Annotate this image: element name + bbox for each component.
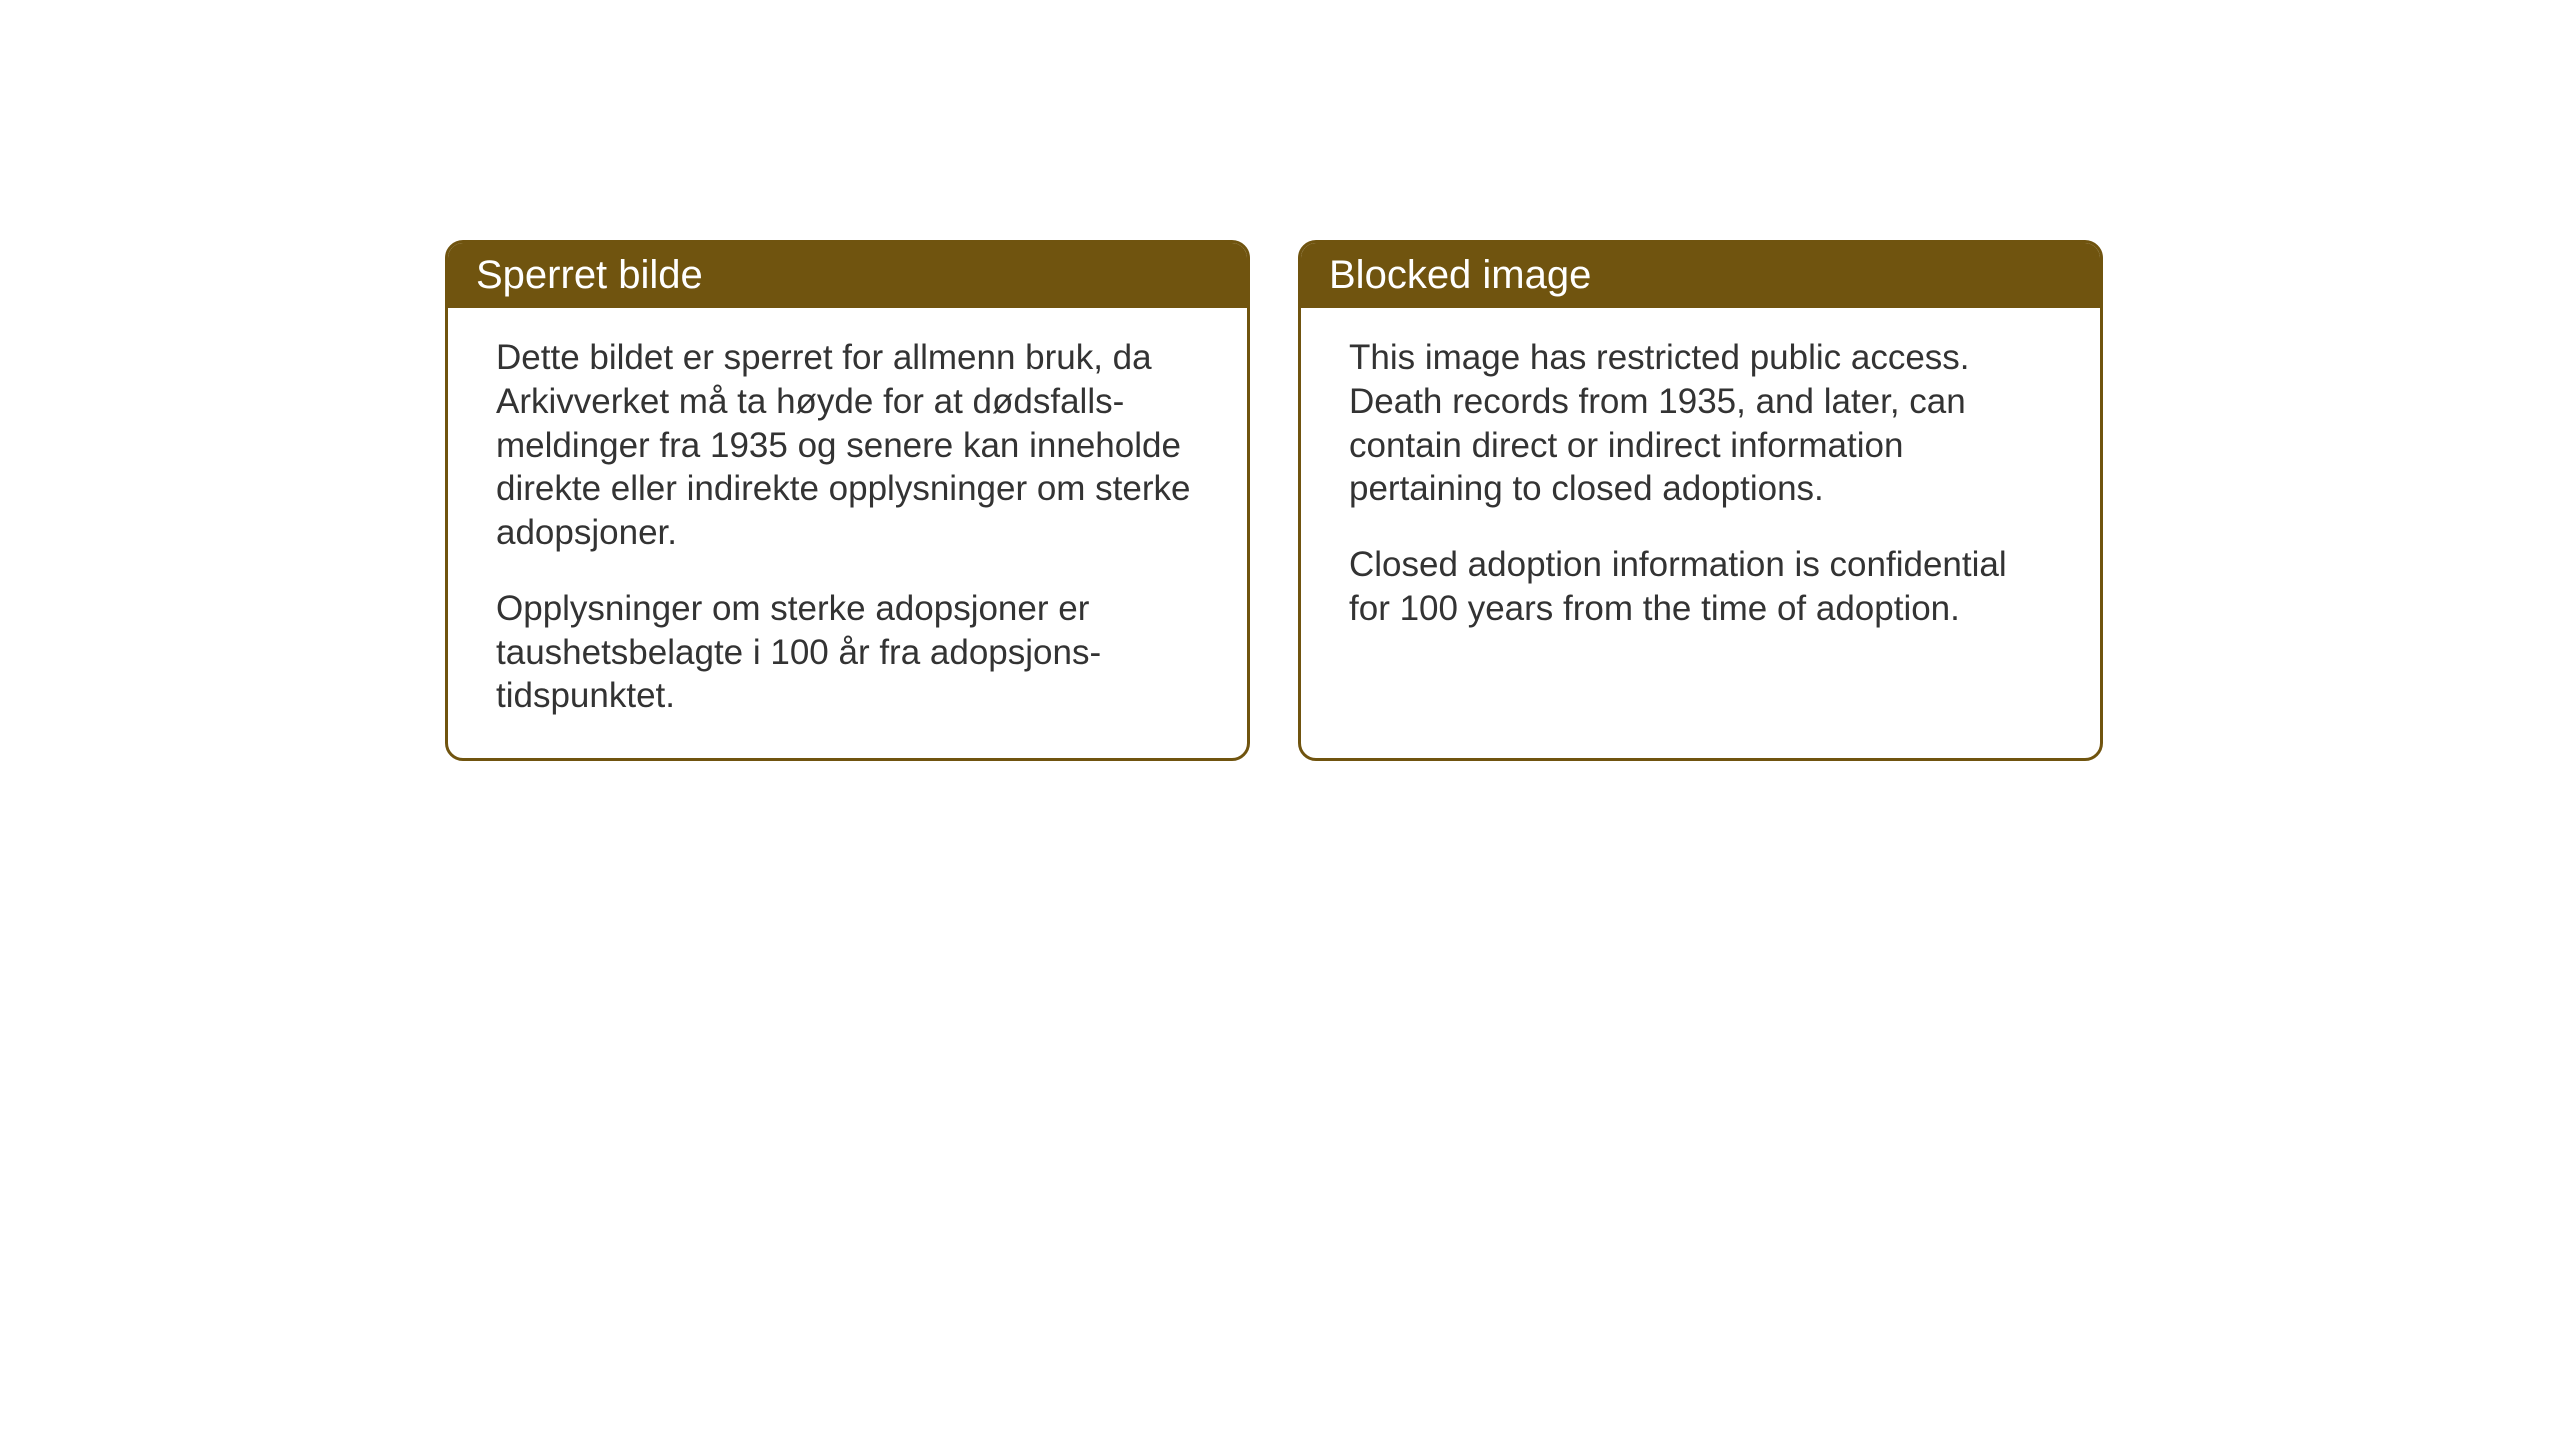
norwegian-card-title: Sperret bilde xyxy=(476,253,703,297)
english-card-body: This image has restricted public access.… xyxy=(1301,308,2100,671)
norwegian-paragraph-2: Opplysninger om sterke adopsjoner er tau… xyxy=(496,587,1199,718)
english-paragraph-2: Closed adoption information is confident… xyxy=(1349,543,2052,631)
cards-container: Sperret bilde Dette bildet er sperret fo… xyxy=(445,240,2103,761)
norwegian-card-body: Dette bildet er sperret for allmenn bruk… xyxy=(448,308,1247,758)
english-paragraph-1: This image has restricted public access.… xyxy=(1349,336,2052,511)
norwegian-card: Sperret bilde Dette bildet er sperret fo… xyxy=(445,240,1250,761)
norwegian-card-header: Sperret bilde xyxy=(448,243,1247,308)
english-card-header: Blocked image xyxy=(1301,243,2100,308)
english-card: Blocked image This image has restricted … xyxy=(1298,240,2103,761)
norwegian-paragraph-1: Dette bildet er sperret for allmenn bruk… xyxy=(496,336,1199,555)
english-card-title: Blocked image xyxy=(1329,253,1591,297)
